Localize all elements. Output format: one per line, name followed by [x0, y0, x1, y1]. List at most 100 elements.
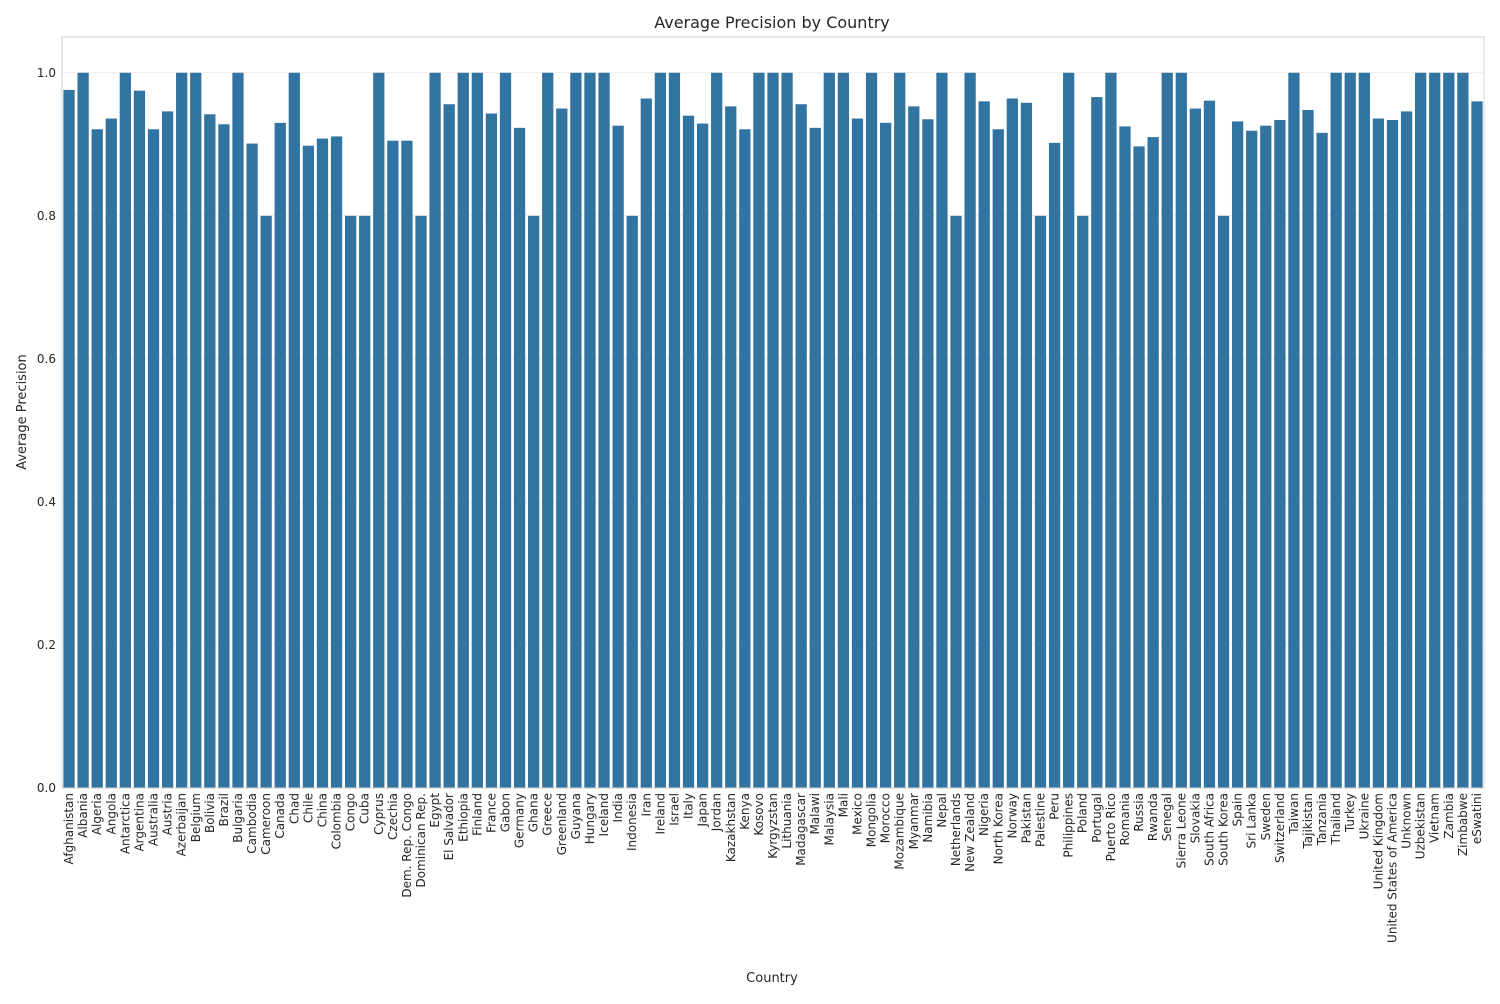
chart-title: Average Precision by Country	[654, 13, 890, 32]
bar	[288, 72, 300, 788]
bar	[950, 215, 962, 789]
bar	[823, 72, 835, 788]
x-tick-label: Greenland	[555, 793, 569, 855]
x-tick-label: Egypt	[428, 793, 442, 828]
x-tick-label: Angola	[104, 793, 118, 834]
bar	[711, 72, 723, 788]
x-tick-label: United States of America	[1385, 793, 1399, 943]
bar	[640, 98, 652, 788]
x-tick-label: Uzbekistan	[1414, 793, 1428, 859]
bar	[1386, 119, 1399, 788]
bar	[795, 104, 807, 789]
bar	[626, 215, 638, 789]
x-tick-label: Zambia	[1442, 793, 1456, 839]
bar	[1330, 72, 1342, 788]
x-tick-label: Malaysia	[822, 793, 836, 845]
bar	[1119, 126, 1131, 788]
x-tick-label: Zimbabwe	[1456, 793, 1470, 856]
x-tick-label: Vietnam	[1428, 793, 1442, 843]
x-tick-label: Bulgaria	[231, 793, 245, 843]
bar	[1316, 132, 1328, 788]
bar	[499, 72, 512, 788]
x-tick-label: Slovakia	[1188, 793, 1202, 843]
bar	[401, 140, 413, 788]
x-tick-label: Chad	[287, 793, 301, 824]
x-tick-label: Guyana	[569, 793, 583, 839]
x-tick-label: Colombia	[330, 793, 344, 849]
x-tick-label: Cambodia	[245, 793, 259, 854]
bar	[485, 113, 498, 789]
bar	[1048, 142, 1061, 789]
bar	[429, 72, 441, 788]
bar	[809, 127, 821, 789]
x-tick-label: Rwanda	[1146, 793, 1160, 841]
bar	[978, 101, 990, 788]
bar	[176, 72, 188, 788]
bar	[528, 215, 540, 789]
bar	[260, 215, 272, 789]
bar	[1020, 102, 1033, 789]
bar	[598, 72, 610, 788]
x-tick-label: Israel	[667, 793, 681, 826]
x-tick-label: Nepal	[935, 793, 949, 828]
bar	[1358, 72, 1370, 788]
x-tick-label: Poland	[1076, 793, 1090, 833]
x-tick-label: Kenya	[738, 793, 752, 830]
x-tick-label: Turkey	[1343, 793, 1357, 833]
bar	[880, 122, 892, 789]
x-tick-label: Greece	[541, 793, 555, 836]
x-tick-label: Nigeria	[977, 793, 991, 836]
bar	[415, 215, 427, 789]
x-tick-label: Cameroon	[259, 793, 273, 855]
x-tick-label: Namibia	[921, 793, 935, 843]
bar	[556, 108, 568, 789]
y-tick-label: 1.0	[37, 66, 56, 80]
bar	[682, 115, 695, 788]
x-tick-label: Kyrgyzstan	[766, 793, 780, 859]
bar	[894, 72, 906, 788]
x-tick-label: Lithuania	[780, 793, 794, 849]
x-tick-label: Portugal	[1090, 793, 1104, 843]
bar	[513, 127, 526, 789]
bar	[330, 136, 343, 788]
bar	[696, 123, 709, 788]
x-tick-label: Senegal	[1160, 793, 1174, 841]
bar	[232, 72, 244, 788]
bar	[1006, 98, 1018, 788]
bar	[218, 124, 230, 789]
bar	[781, 72, 793, 788]
x-tick-label: Palestine	[1034, 793, 1048, 847]
plot-frame	[61, 36, 1485, 789]
bar	[1274, 119, 1286, 788]
bar	[725, 106, 737, 788]
x-tick-label: Ukraine	[1357, 793, 1371, 839]
x-tick-label: Finland	[470, 793, 484, 836]
x-tick-label: Spain	[1231, 793, 1245, 827]
bar	[1189, 108, 1202, 789]
bar	[471, 72, 483, 788]
bar	[922, 119, 934, 788]
bar	[908, 106, 920, 788]
x-tick-label: New Zealand	[963, 793, 977, 872]
x-tick-label: Kazakhstan	[724, 793, 738, 862]
x-tick-label: Azerbaijan	[175, 793, 189, 856]
x-tick-label: Iceland	[597, 793, 611, 836]
x-tick-label: Argentina	[132, 793, 146, 852]
bar	[1246, 130, 1258, 789]
x-tick-label: Puerto Rico	[1104, 793, 1118, 861]
x-tick-label: eSwatini	[1470, 793, 1484, 844]
x-tick-label: Ethiopia	[456, 793, 470, 842]
x-tick-label: Czechia	[386, 793, 400, 840]
y-axis-label: Average Precision	[15, 354, 30, 470]
x-tick-label: Ireland	[653, 793, 667, 835]
x-tick-label: Jordan	[710, 793, 724, 832]
bar	[1105, 72, 1117, 788]
y-tick-label: 0.4	[37, 495, 56, 509]
bar	[612, 125, 624, 789]
x-tick-label: Iran	[639, 793, 653, 816]
bar	[739, 129, 751, 788]
x-tick-label: France	[484, 793, 498, 833]
x-tick-label: Australia	[147, 793, 161, 846]
bar	[837, 72, 850, 788]
